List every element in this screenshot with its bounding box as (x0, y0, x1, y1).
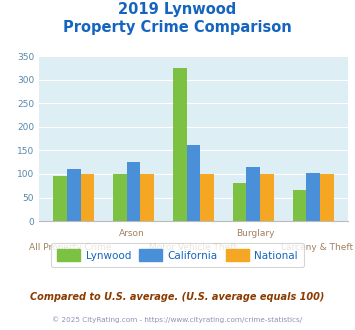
Bar (233, 183, 246, 221)
Bar (246, 167, 260, 221)
Bar (81, 174, 94, 221)
Bar (293, 190, 306, 221)
Bar (113, 174, 127, 221)
Text: All Property Crime: All Property Crime (29, 243, 111, 251)
Text: Burglary: Burglary (236, 229, 274, 238)
Legend: Lynwood, California, National: Lynwood, California, National (51, 243, 304, 267)
Bar (320, 174, 334, 221)
Bar (187, 145, 200, 221)
Text: Motor Vehicle Theft: Motor Vehicle Theft (149, 243, 237, 251)
Bar (260, 174, 274, 221)
Text: Larceny & Theft: Larceny & Theft (281, 243, 353, 251)
Bar (127, 162, 141, 221)
Text: 2019 Lynwood: 2019 Lynwood (118, 2, 237, 16)
Bar (200, 174, 214, 221)
Text: © 2025 CityRating.com - https://www.cityrating.com/crime-statistics/: © 2025 CityRating.com - https://www.city… (53, 317, 302, 323)
Bar (53, 176, 67, 221)
Text: Compared to U.S. average. (U.S. average equals 100): Compared to U.S. average. (U.S. average … (30, 292, 325, 302)
Bar (306, 173, 320, 221)
Text: Arson: Arson (119, 229, 144, 238)
Bar (141, 174, 154, 221)
Text: Property Crime Comparison: Property Crime Comparison (63, 20, 292, 35)
Bar (173, 68, 187, 221)
Bar (67, 169, 81, 221)
